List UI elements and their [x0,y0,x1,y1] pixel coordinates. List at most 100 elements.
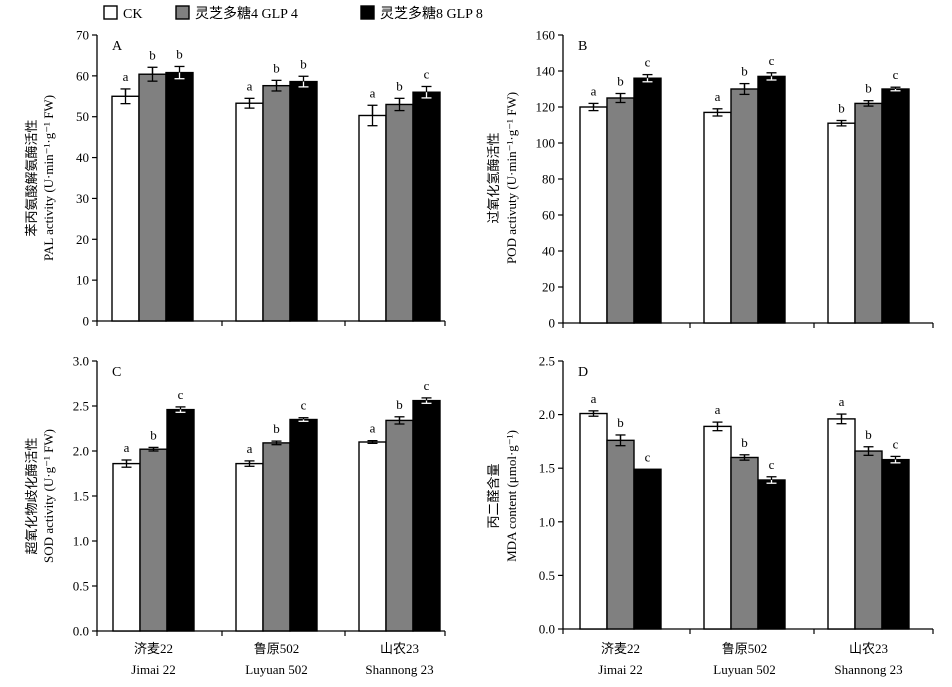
panel-a-shannong23-glp8-sig-letter: c [424,66,430,81]
panel-b-y-tick-label: 160 [536,28,556,43]
panel-a-pal-chart: 0 10 20 30 40 50 60 70 A 苯丙氨酸解氨酶活性 PAL activity (U… [24,28,446,329]
panel-d-y-tick-label: 0.0 [539,622,555,637]
panel-b-jimai22-glp4-bar [606,97,635,324]
panel-c-sod-chart: 0.0 0.5 1.0 1.5 2.0 2.5 3.0 C 超氧化物歧化酶活性 SOD activ… [24,354,446,677]
legend: CK 灵芝多糖4 GLP 4 灵芝多糖8 GLP 8 [103,5,483,22]
panel-b-shannong23-glp8-sig-letter: c [893,67,899,82]
panel-d-luyuan502-glp4-sig-letter: b [741,435,748,450]
panel-a-luyuan502-glp8-bar [289,80,318,322]
panel-c-y-tick-label: 0.0 [73,624,89,639]
panel-a-shannong23-ck-sig-letter: a [370,85,376,100]
panel-c-letter: C [112,365,121,380]
panel-a-shannong23-ck-bar [358,114,387,322]
legend-swatch-glp4 [175,5,190,20]
panel-a-jimai22-glp8-sig-letter: b [176,46,183,61]
panel-c-y-tick-label: 2.0 [73,444,89,459]
panel-c-luyuan502-glp8-bar [289,418,318,632]
panel-c-jimai22-glp8-sig-letter: c [178,387,184,402]
panel-d-shannong23-glp4-sig-letter: b [865,427,872,442]
panel-a-luyuan502-glp4-sig-letter: b [273,60,280,75]
panel-b-ylabel-zh: 过氧化氢酶活性 [486,132,501,223]
panel-c-category-zh-shannong23: 山农23 [380,641,419,656]
panel-b-shannong23-ck-sig-letter: b [838,101,845,116]
panel-c-y-tick-label: 1.5 [73,489,89,504]
panel-d-category-en-shannong23: Shannong 23 [834,662,902,677]
panel-b-pod-chart: 0 20 40 60 80 100 120 140 160 B 过氧化氢酶活性 POD activut… [486,28,934,331]
panel-c-y-tick-label: 0.5 [73,579,89,594]
panel-b-ylabel-en: POD activuty (U·min⁻¹·g⁻¹ FW) [504,92,519,264]
panel-c-shannong23-glp4-bar [385,419,414,632]
panel-c-jimai22-glp8-bar [166,408,195,632]
panel-a-luyuan502-glp4-bar [262,84,291,322]
panel-d-shannong23-ck-bar [827,418,856,630]
panel-d-ylabel-en: MDA content (μmol·g⁻¹) [504,430,519,562]
panel-c-category-en-jimai22: Jimai 22 [131,662,175,677]
panel-c-shannong23-ck-bar [358,441,387,632]
panel-c-category-en-luyuan502: Luyuan 502 [245,662,307,677]
panel-b-luyuan502-ck-bar [703,111,732,324]
panel-d-category-en-luyuan502: Luyuan 502 [713,662,775,677]
panel-d-letter: D [578,365,588,380]
panel-a-ylabel-zh: 苯丙氨酸解氨酶活性 [24,119,39,236]
panel-b-y-tick-label: 20 [542,280,555,295]
panel-c-jimai22-ck-bar [112,462,141,632]
legend-swatch-glp8 [360,5,375,20]
panel-b-y-tick-label: 80 [542,172,555,187]
panel-c-shannong23-glp8-sig-letter: c [424,378,430,393]
panel-d-jimai22-glp8-sig-letter: c [645,449,651,464]
panel-c-luyuan502-ck-sig-letter: a [247,441,253,456]
panel-b-jimai22-glp4-sig-letter: b [617,74,624,89]
panel-d-y-tick-label: 0.5 [539,568,555,583]
panel-c-shannong23-ck-sig-letter: a [370,421,376,436]
panel-b-y-tick-label: 0 [549,316,556,331]
panel-d-jimai22-glp4-bar [606,439,635,630]
panel-b-y-tick-label: 120 [536,100,556,115]
panel-a-jimai22-ck-bar [111,95,140,322]
panel-b-shannong23-ck-bar [827,122,856,324]
panel-c-y-tick-label: 1.0 [73,534,89,549]
panel-c-category-zh-jimai22: 济麦22 [134,641,173,656]
legend-label-glp4: 灵芝多糖4 GLP 4 [195,5,298,22]
panel-b-luyuan502-glp8-sig-letter: c [769,53,775,68]
panel-a-shannong23-glp8-bar [412,91,441,322]
panel-a-luyuan502-glp8-sig-letter: b [300,56,307,71]
panel-b-shannong23-glp4-bar [854,102,883,324]
panel-a-jimai22-glp4-sig-letter: b [149,47,156,62]
panel-c-ylabel-en: SOD activity (U·g⁻¹ FW) [41,429,56,563]
panel-d-luyuan502-ck-bar [703,425,732,630]
panel-d-luyuan502-ck-sig-letter: a [715,402,721,417]
panel-a-luyuan502-ck-bar [235,102,264,322]
panel-a-y-tick-label: 50 [76,109,89,124]
panel-b-shannong23-glp4-sig-letter: b [865,81,872,96]
panel-b-luyuan502-ck-sig-letter: a [715,89,721,104]
panel-a-y-tick-label: 70 [76,28,89,43]
panel-c-jimai22-glp4-sig-letter: b [150,427,157,442]
panel-d-luyuan502-glp4-bar [730,456,759,630]
panel-a-y-tick-label: 10 [76,273,89,288]
legend-swatch-ck [103,5,118,20]
panel-b-y-tick-label: 40 [542,244,555,259]
panel-d-jimai22-ck-sig-letter: a [591,391,597,406]
panel-a-y-tick-label: 20 [76,232,89,247]
panel-c-y-tick-label: 2.5 [73,399,89,414]
panel-a-jimai22-glp8-bar [165,71,194,322]
panel-d-jimai22-glp4-sig-letter: b [617,415,624,430]
panel-c-luyuan502-ck-bar [235,462,264,632]
panel-d-mda-chart: 0.0 0.5 1.0 1.5 2.0 2.5 D 丙二醛含量 MDA content (μmo… [486,354,934,677]
panel-d-jimai22-glp8-bar [633,468,662,630]
panel-d-luyuan502-glp8-bar [757,479,786,630]
panel-a-jimai22-glp4-bar [138,73,167,322]
panel-b-jimai22-ck-bar [579,106,608,324]
panel-a-letter: A [112,39,123,54]
panel-c-category-zh-luyuan502: 鲁原502 [254,641,300,656]
panel-b-luyuan502-glp4-sig-letter: b [741,64,748,79]
panel-b-luyuan502-glp8-bar [757,75,786,324]
panel-b-y-tick-label: 140 [536,64,556,79]
panel-d-y-tick-label: 1.5 [539,461,555,476]
panel-b-letter: B [578,39,587,54]
panel-d-ylabel-zh: 丙二醛含量 [486,463,501,528]
panel-c-jimai22-ck-sig-letter: a [124,440,130,455]
panel-d-category-zh-shannong23: 山农23 [849,641,888,656]
panel-d-shannong23-ck-sig-letter: a [839,394,845,409]
